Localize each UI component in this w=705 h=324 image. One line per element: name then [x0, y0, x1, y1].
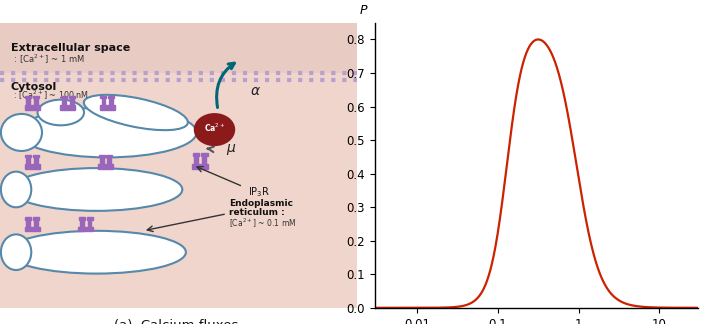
Ellipse shape [7, 231, 186, 273]
Text: Cytosol: Cytosol [11, 82, 57, 92]
Bar [27, 98, 30, 105]
Circle shape [194, 113, 235, 146]
Text: : [Ca$^{2+}$] ~ 1 mM: : [Ca$^{2+}$] ~ 1 mM [11, 52, 85, 66]
Bar [202, 156, 207, 164]
Bar [101, 96, 106, 98]
Bar [102, 98, 106, 105]
Bar [87, 217, 92, 220]
Bar [192, 153, 200, 156]
Bar [27, 219, 30, 227]
Bar [33, 155, 39, 157]
Bar [34, 219, 38, 227]
Ellipse shape [11, 168, 183, 211]
Bar [99, 155, 105, 157]
Bar [33, 96, 39, 98]
Bar [106, 155, 112, 157]
Bar [99, 105, 115, 110]
Bar [27, 157, 30, 164]
Text: Endoplasmic: Endoplasmic [229, 199, 293, 208]
Text: [Ca$^{2+}$] ~ 0.1 mM: [Ca$^{2+}$] ~ 0.1 mM [229, 217, 296, 230]
Bar [80, 219, 84, 227]
Bar [33, 217, 39, 220]
Bar [78, 227, 93, 231]
Bar [107, 157, 111, 164]
Bar [25, 227, 39, 231]
Text: Extracellular space: Extracellular space [11, 43, 130, 53]
Bar [98, 164, 113, 169]
Bar [25, 217, 32, 220]
Ellipse shape [18, 108, 197, 157]
Bar [62, 98, 66, 105]
Bar [25, 105, 39, 110]
Text: (a)  Calcium fluxes.: (a) Calcium fluxes. [114, 319, 243, 324]
Bar [79, 217, 85, 220]
Bar [192, 164, 209, 169]
Bar [108, 96, 114, 98]
Text: : [Ca$^{2+}$] ~ 100 nM: : [Ca$^{2+}$] ~ 100 nM [11, 89, 89, 102]
Bar [61, 105, 75, 110]
Bar [70, 98, 73, 105]
Bar [201, 153, 208, 156]
Text: IP$_3$R: IP$_3$R [248, 185, 271, 199]
Bar [87, 219, 92, 227]
Ellipse shape [1, 114, 42, 151]
Bar [0, 23, 357, 73]
Bar [61, 96, 67, 98]
Bar [25, 164, 39, 169]
Bar [34, 98, 38, 105]
Text: $P$: $P$ [359, 4, 368, 17]
Text: α: α [251, 84, 260, 98]
Text: Ca$^{2+}$: Ca$^{2+}$ [204, 122, 225, 134]
Bar [68, 96, 75, 98]
Bar [100, 157, 104, 164]
Bar [109, 98, 113, 105]
Bar [25, 155, 32, 157]
Ellipse shape [84, 95, 188, 130]
Bar [25, 96, 32, 98]
Text: μ: μ [226, 141, 235, 155]
Ellipse shape [1, 234, 31, 270]
Bar [194, 156, 198, 164]
Ellipse shape [1, 172, 31, 207]
Text: reticulum :: reticulum : [229, 208, 285, 217]
Ellipse shape [37, 100, 84, 125]
Bar [34, 157, 38, 164]
